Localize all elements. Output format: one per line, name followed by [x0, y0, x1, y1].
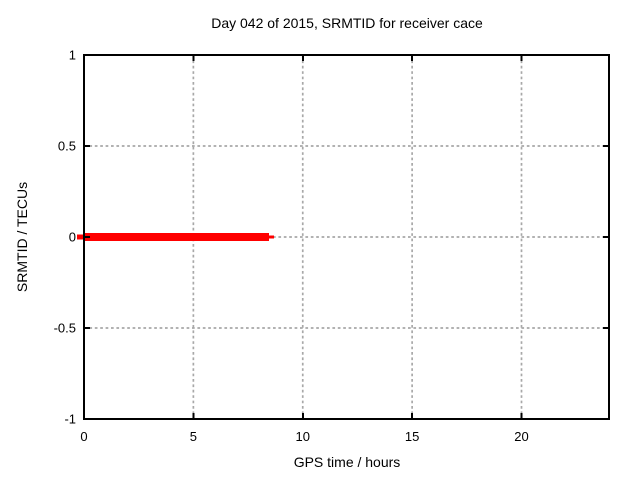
axis-ticks — [83, 54, 609, 420]
x-tick-label: 20 — [514, 429, 528, 444]
series-line — [84, 233, 270, 241]
x-tick-label: 15 — [405, 429, 419, 444]
y-tick-label: -0.5 — [54, 321, 76, 336]
y-tick-label: -1 — [64, 412, 76, 427]
y-tick-label: 0.5 — [58, 139, 76, 154]
x-tick-label: 0 — [80, 429, 87, 444]
chart-title: Day 042 of 2015, SRMTID for receiver cac… — [211, 15, 483, 31]
data-series — [77, 233, 275, 241]
x-tick-label: 10 — [296, 429, 310, 444]
series-line-overhang — [77, 234, 83, 240]
series-line-end-nub — [269, 235, 275, 239]
x-axis-label: GPS time / hours — [294, 454, 401, 470]
tick-labels: 0 5 10 15 20 -1 -0.5 0 0.5 1 — [54, 48, 529, 445]
y-tick-label: 1 — [69, 48, 76, 63]
x-tick-label: 5 — [190, 429, 197, 444]
y-tick-label: 0 — [69, 230, 76, 245]
y-axis-label: SRMTID / TECUs — [14, 182, 30, 292]
